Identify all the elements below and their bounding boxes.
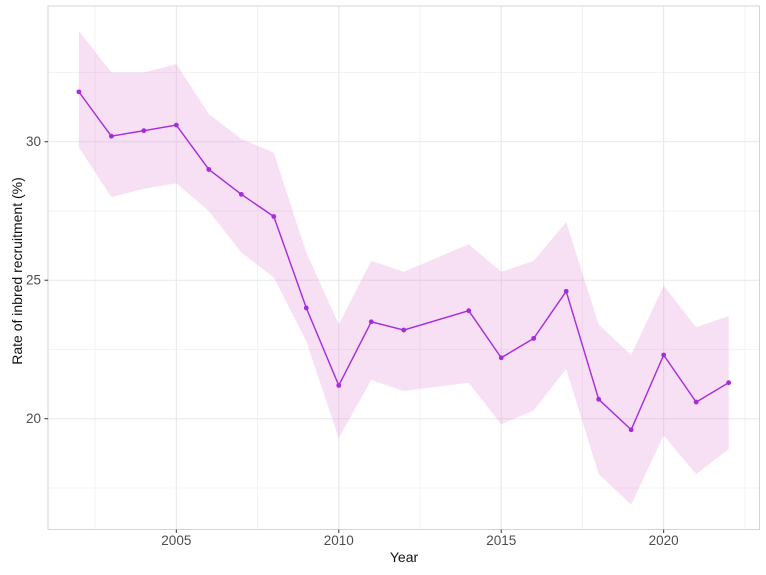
data-point: [206, 167, 212, 172]
confidence-ribbon: [78, 30, 729, 505]
data-point: [238, 191, 244, 197]
y-tick-label: 30: [26, 134, 41, 149]
panel-border: [47, 5, 760, 530]
data-point: [498, 355, 504, 361]
data-point: [303, 305, 309, 311]
x-axis-title: Year: [389, 549, 419, 565]
data-point: [271, 214, 277, 219]
data-point: [596, 396, 602, 402]
y-axis-title: Rate of inbred recruitment (%): [9, 177, 25, 365]
data-point: [108, 133, 114, 139]
x-tick-label: 2020: [649, 533, 679, 548]
data-point: [336, 383, 342, 388]
data-point: [726, 380, 732, 386]
data-point: [368, 319, 374, 325]
data-point: [466, 308, 472, 314]
data-point: [401, 327, 407, 333]
data-point: [563, 288, 569, 294]
data-point: [693, 399, 699, 405]
data-point: [141, 128, 147, 134]
data-point: [661, 352, 667, 358]
x-tick-label: 2005: [161, 533, 191, 548]
x-tick-label: 2010: [324, 533, 354, 548]
y-tick-label: 25: [26, 273, 41, 288]
data-point: [531, 335, 537, 341]
y-tick-label: 20: [26, 411, 41, 426]
x-tick-label: 2015: [486, 533, 516, 548]
data-point: [173, 122, 179, 128]
data-point: [76, 89, 82, 95]
data-point: [628, 427, 634, 433]
trend-line: [78, 91, 729, 431]
